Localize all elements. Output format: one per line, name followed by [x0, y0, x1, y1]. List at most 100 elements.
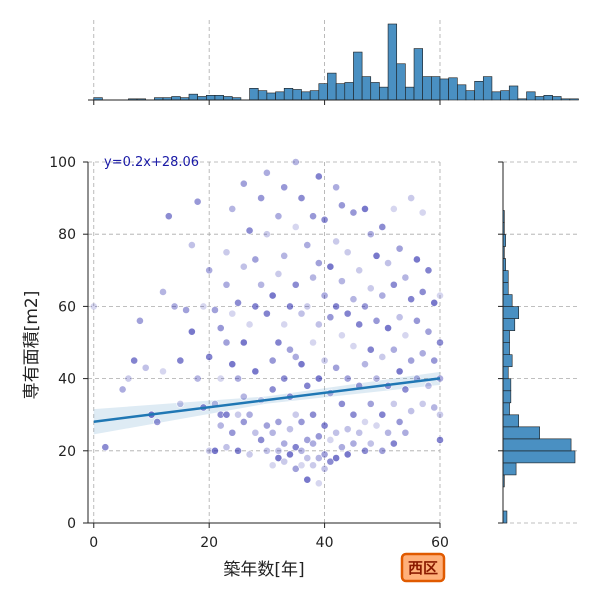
- scatter-point: [389, 345, 398, 354]
- scatter-point: [309, 410, 317, 419]
- main-grid: [88, 161, 441, 524]
- scatter-point: [343, 374, 352, 383]
- scatter-point: [395, 418, 404, 426]
- scatter-point: [326, 313, 335, 322]
- top-hist-bar: [534, 96, 545, 101]
- scatter-point: [297, 446, 306, 455]
- scatter-point: [401, 428, 410, 437]
- scatter-point: [314, 374, 323, 383]
- scatter-point: [314, 479, 323, 488]
- scatter-point: [297, 194, 306, 202]
- scatter-point: [239, 392, 248, 401]
- district-badge: 西区: [400, 552, 446, 583]
- y-tick-label: 100: [49, 155, 76, 171]
- scatter-point: [389, 399, 398, 408]
- x-tick-label: 40: [316, 535, 334, 551]
- top-marginal-histogram: [88, 20, 579, 105]
- top-hist-bar: [292, 89, 302, 101]
- scatter-point: [401, 331, 410, 340]
- scatter-point: [372, 421, 381, 430]
- scatter-point: [239, 179, 248, 188]
- scatter-point: [389, 439, 398, 448]
- scatter-point: [395, 313, 404, 322]
- scatter-point: [361, 205, 369, 213]
- top-hist-bar: [275, 91, 285, 101]
- x-axis-title: 築年数[年]: [223, 560, 304, 580]
- scatter-point: [257, 194, 266, 202]
- scatter-point: [251, 428, 260, 437]
- top-hist-bar: [214, 95, 224, 101]
- top-hist-bar: [387, 23, 398, 101]
- top-hist-bar: [465, 90, 475, 101]
- top-hist-bar: [223, 96, 233, 101]
- scatter-point: [343, 248, 352, 257]
- scatter-point: [424, 327, 433, 336]
- top-hist-bar: [482, 76, 493, 101]
- top-hist-bar: [517, 98, 527, 101]
- top-hist-bar: [353, 51, 363, 101]
- scatter-point: [320, 450, 329, 459]
- scatter-point: [234, 374, 242, 383]
- regression-equation: y=0.2x+28.06: [104, 155, 199, 170]
- top-hist-bar: [327, 72, 337, 101]
- scatter-point: [291, 280, 300, 289]
- scatter-point: [141, 363, 150, 372]
- scatter-point: [216, 374, 225, 383]
- top-hist-bar: [197, 96, 207, 101]
- scatter-point: [309, 212, 317, 221]
- right-hist-bar: [502, 414, 520, 428]
- scatter-point: [153, 418, 162, 426]
- scatter-point: [320, 215, 329, 224]
- scatter-point: [130, 356, 139, 365]
- right-hist-bar: [502, 426, 540, 440]
- scatter-point: [372, 316, 381, 325]
- scatter-point: [407, 194, 416, 202]
- scatter-point: [343, 450, 352, 459]
- scatter-point: [205, 266, 214, 275]
- scatter-point: [309, 273, 317, 282]
- district-badge-box: [400, 552, 446, 583]
- scatter-point: [326, 436, 335, 444]
- top-hist-bar: [500, 90, 510, 101]
- scatter-point: [297, 418, 306, 426]
- scatter-point: [401, 273, 410, 282]
- y-tick-labels: 0 20 40 60 80 100: [49, 155, 88, 532]
- scatter-point: [262, 168, 271, 177]
- scatter-point: [159, 367, 167, 376]
- scatter-point: [291, 410, 300, 419]
- scatter-point: [384, 324, 392, 332]
- scatter-point: [361, 418, 369, 426]
- top-hist-bar: [526, 91, 536, 101]
- scatter-point: [251, 302, 260, 311]
- scatter-point: [280, 251, 289, 260]
- scatter-point: [338, 399, 346, 408]
- scatter-point: [280, 374, 289, 383]
- main-axes: [87, 162, 440, 524]
- scatter-point: [366, 345, 375, 354]
- scatter-point: [216, 324, 225, 332]
- scatter-point: [274, 454, 283, 462]
- scatter-point: [274, 270, 283, 278]
- scatter-point: [170, 302, 179, 311]
- scatter-point: [245, 450, 254, 459]
- scatter-point: [239, 338, 248, 347]
- right-hist-bar: [502, 510, 508, 524]
- top-hist-bar: [361, 76, 372, 101]
- scatter-point: [291, 223, 300, 231]
- scatter-point: [101, 443, 110, 452]
- scatter-point: [395, 367, 404, 376]
- scatter-point: [384, 259, 392, 267]
- top-hist-bar: [283, 88, 294, 101]
- top-hist-bar: [171, 96, 181, 101]
- y-tick-label: 20: [58, 444, 76, 460]
- scatter-point: [245, 320, 254, 329]
- scatter-point: [355, 266, 364, 275]
- scatter-point: [280, 320, 289, 329]
- top-hist-bar: [413, 48, 423, 101]
- scatter-point: [222, 280, 231, 289]
- scatter-point: [413, 255, 421, 264]
- scatter-point: [407, 295, 416, 304]
- y-tick-label: 60: [58, 299, 76, 315]
- right-hist-bar: [502, 354, 513, 368]
